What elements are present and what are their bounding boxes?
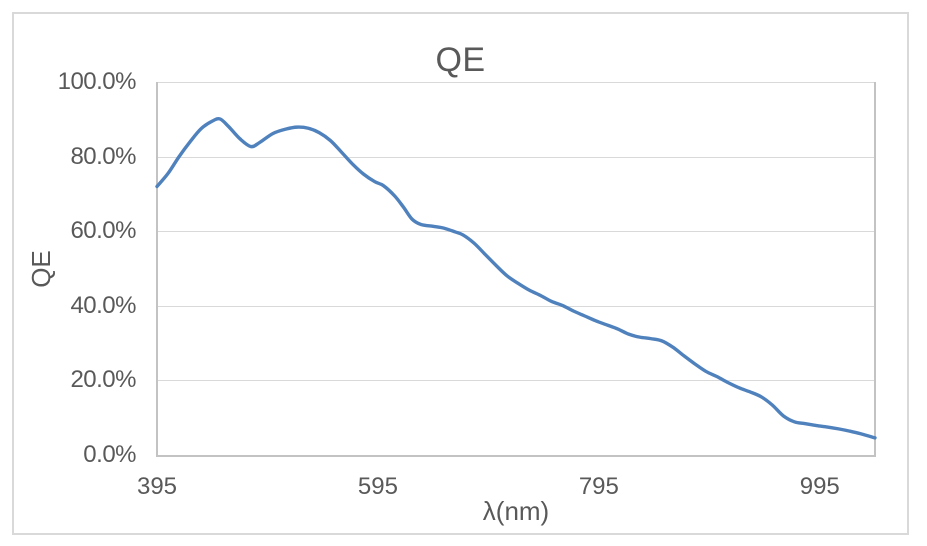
y-tick-label: 80.0% xyxy=(70,142,136,170)
gridline-h xyxy=(157,305,875,307)
chart-card: QE QE 100.0% 80.0% 60.0% 40.0% 20.0% 0.0% 395… xyxy=(12,12,909,535)
x-tick-label: 795 xyxy=(578,473,619,500)
y-tick-label: 60.0% xyxy=(70,217,136,245)
gridline-h xyxy=(157,82,875,83)
y-tick-label: 100.0% xyxy=(57,68,137,95)
chart-title: QE xyxy=(435,41,486,79)
gridline-h xyxy=(157,156,875,158)
y-axis-line xyxy=(156,82,158,455)
plot-area xyxy=(155,82,877,457)
x-axis-title: λ(nm) xyxy=(482,496,550,526)
qe-line-series xyxy=(155,116,877,440)
gridline-h xyxy=(157,231,875,233)
x-tick-label: 595 xyxy=(357,473,398,500)
plot-right-border xyxy=(874,82,876,455)
x-tick-label: 995 xyxy=(799,473,840,500)
y-tick-label: 20.0% xyxy=(70,366,136,394)
y-tick-label: 0.0% xyxy=(83,441,136,468)
x-axis-line xyxy=(156,455,876,457)
y-tick-label: 40.0% xyxy=(70,291,136,319)
x-tick-label: 395 xyxy=(136,473,178,500)
qe-series-path xyxy=(155,116,877,440)
gridline-h xyxy=(157,380,875,382)
